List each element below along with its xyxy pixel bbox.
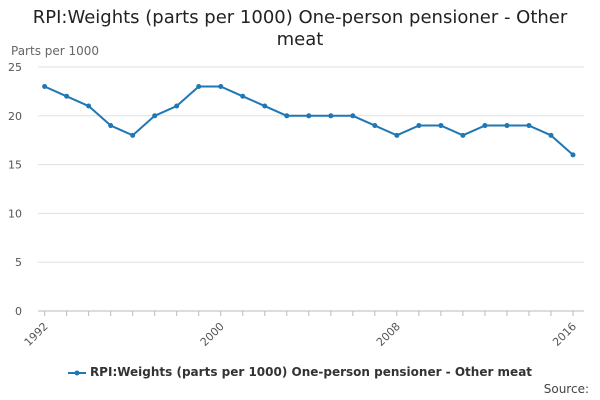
y-tick-label: 5 — [15, 256, 22, 269]
y-axis-ticks: 0 5 10 15 20 25 — [8, 61, 22, 318]
data-point — [240, 93, 246, 99]
legend-swatch — [67, 370, 86, 375]
data-point — [460, 132, 466, 138]
data-point — [108, 123, 114, 129]
y-tick-label: 20 — [8, 110, 22, 123]
data-point — [504, 123, 510, 129]
data-point — [416, 123, 422, 129]
source-label: Source: — [543, 382, 589, 396]
data-point — [394, 132, 400, 138]
data-point — [328, 113, 334, 119]
data-point — [152, 113, 158, 119]
y-tick-label: 15 — [8, 159, 22, 172]
y-tick-label: 10 — [8, 207, 22, 220]
data-point — [284, 113, 290, 119]
data-point — [196, 84, 202, 90]
data-point — [306, 113, 312, 119]
data-point — [372, 123, 378, 129]
data-point — [262, 103, 268, 109]
y-tick-label: 25 — [8, 61, 22, 74]
x-tick-label: 2016 — [550, 320, 579, 349]
x-axis: 1992 2000 2008 2016 — [22, 310, 584, 349]
data-point — [548, 132, 554, 138]
data-point — [86, 103, 92, 109]
y-tick-label: 0 — [15, 305, 22, 318]
data-point — [570, 152, 576, 158]
series-line — [44, 85, 574, 156]
x-tick-label: 2000 — [198, 320, 227, 349]
legend[interactable]: RPI:Weights (parts per 1000) One-person … — [0, 365, 600, 379]
x-tick-label: 2008 — [374, 320, 403, 349]
data-point — [350, 113, 356, 119]
gridlines — [38, 66, 584, 263]
x-tick-label: 1992 — [22, 320, 51, 349]
data-point — [482, 123, 488, 129]
data-point — [218, 84, 224, 90]
data-point — [438, 123, 444, 129]
chart-title: RPI:Weights (parts per 1000) One-person … — [32, 7, 568, 50]
data-point — [42, 84, 48, 90]
y-axis-label: Parts per 1000 — [11, 44, 100, 58]
data-point — [64, 93, 70, 99]
data-point — [526, 123, 532, 129]
legend-label: RPI:Weights (parts per 1000) One-person … — [89, 365, 533, 379]
series-layer — [42, 84, 576, 158]
data-point — [130, 132, 136, 138]
data-point — [174, 103, 180, 109]
